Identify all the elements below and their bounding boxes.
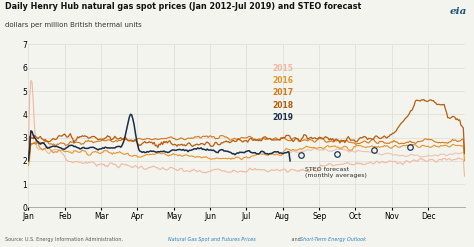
Text: Short-Term Energy Outlook: Short-Term Energy Outlook — [300, 237, 365, 242]
Text: 2018: 2018 — [273, 101, 294, 110]
Text: Source: U.S. Energy Information Administration,: Source: U.S. Energy Information Administ… — [5, 237, 124, 242]
Text: Natural Gas Spot and Futures Prices: Natural Gas Spot and Futures Prices — [168, 237, 256, 242]
Text: Daily Henry Hub natural gas spot prices (Jan 2012-Jul 2019) and STEO forecast: Daily Henry Hub natural gas spot prices … — [5, 2, 361, 11]
Text: eia: eia — [449, 7, 467, 16]
Text: STEO forecast
(monthly averages): STEO forecast (monthly averages) — [305, 167, 366, 178]
Text: 2019: 2019 — [273, 113, 294, 122]
Text: and: and — [290, 237, 302, 242]
Text: 2016: 2016 — [273, 76, 294, 85]
Text: 2015: 2015 — [273, 64, 293, 73]
Text: dollars per million British thermal units: dollars per million British thermal unit… — [5, 22, 142, 28]
Text: 2017: 2017 — [273, 88, 294, 98]
